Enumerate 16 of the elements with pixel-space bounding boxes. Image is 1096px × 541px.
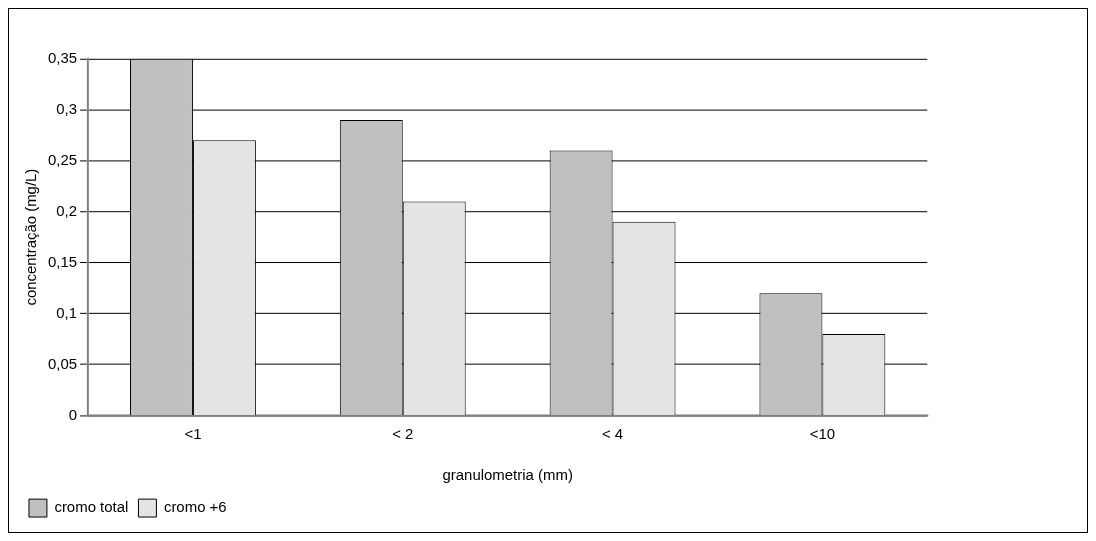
- y-tick-label: 0,3: [56, 99, 78, 117]
- x-tick-label: < 4: [601, 425, 624, 443]
- y-tick-label: 0,25: [47, 150, 78, 168]
- y-tick-label: 0,05: [47, 354, 78, 372]
- x-tick-label: <10: [809, 425, 836, 443]
- legend-label: cromo +6: [163, 498, 227, 516]
- y-tick-label: 0,1: [56, 303, 78, 321]
- x-tick-label: <1: [184, 425, 202, 443]
- y-tick-label: 0,35: [47, 48, 78, 66]
- y-tick-label: 0,2: [56, 201, 78, 219]
- x-tick-label: < 2: [392, 425, 414, 443]
- y-axis-title: concentração (mg/L): [22, 168, 40, 306]
- x-axis-title: granulometria (mm): [442, 466, 573, 484]
- legend-label: cromo total: [54, 498, 129, 516]
- y-tick-label: 0: [68, 405, 78, 423]
- y-tick-label: 0,15: [47, 252, 78, 270]
